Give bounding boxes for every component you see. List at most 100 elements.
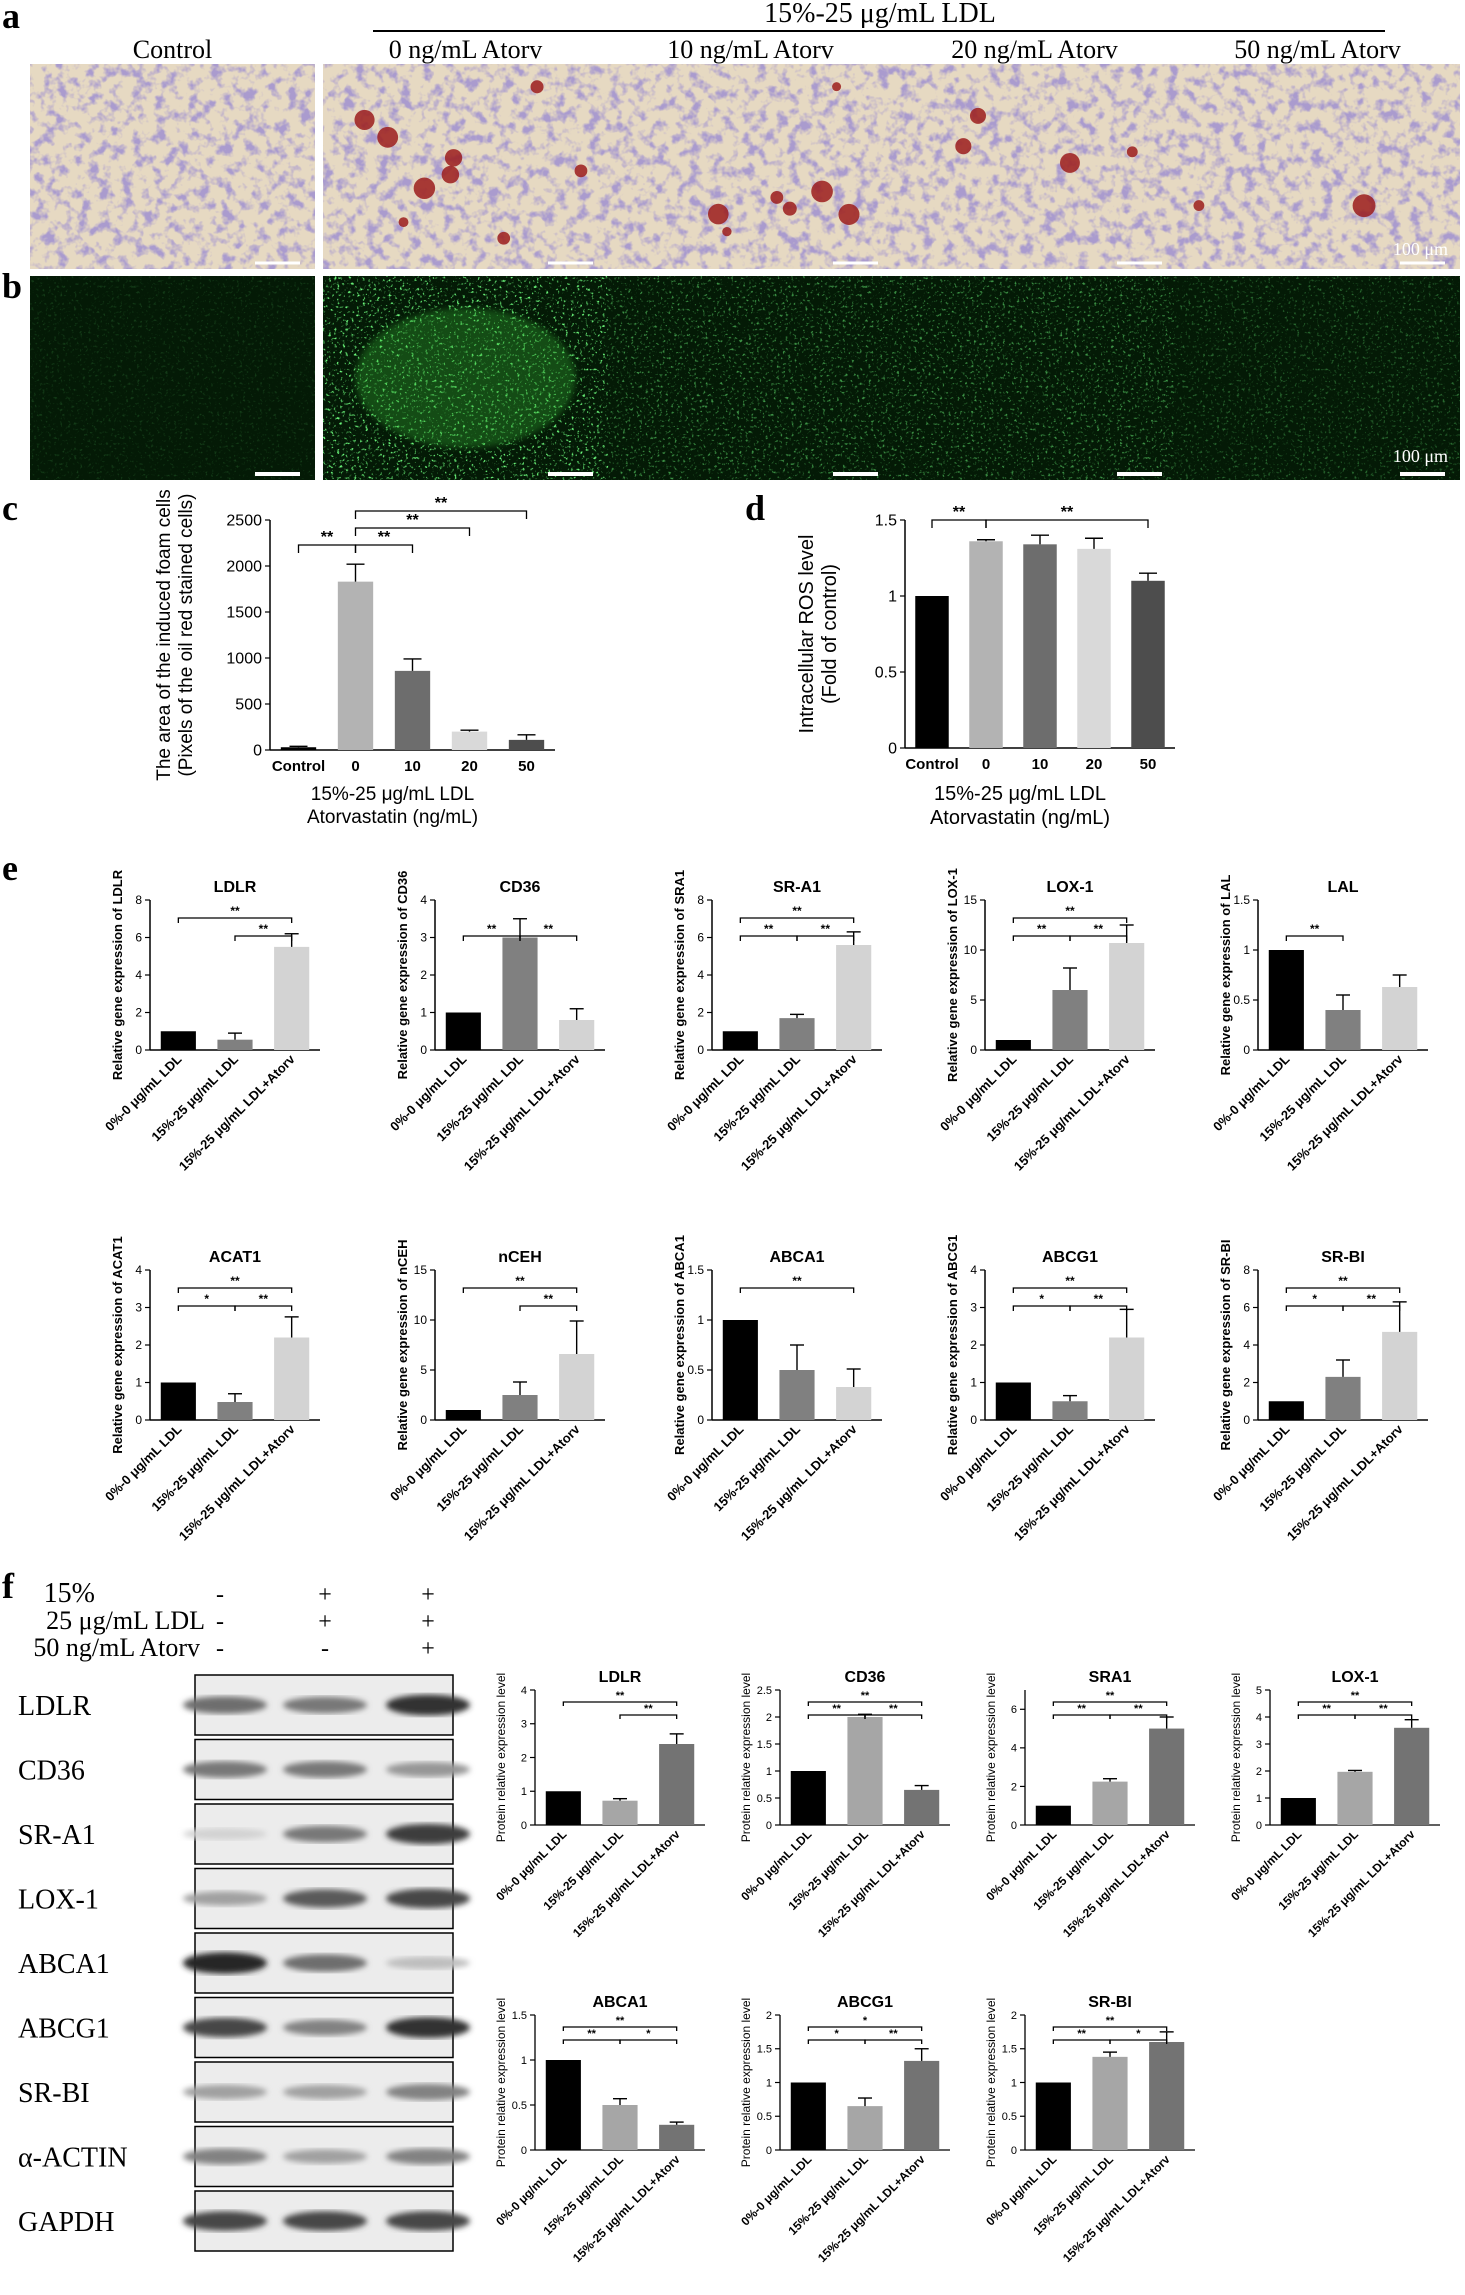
category-label: 15%-25 μg/mL LDL+Atorv	[176, 1421, 299, 1544]
y-tick-label: 1	[1011, 2077, 1017, 2089]
bar-10	[1023, 544, 1057, 748]
chart-foam-cell-area: 0 500 1000 1500 2000 2500 Control 0 10 20 50 ** ** **…	[154, 489, 555, 828]
significance-label: **	[1077, 2028, 1086, 2040]
y-tick-label: 2	[521, 1752, 527, 1764]
blot-band	[283, 2211, 367, 2231]
bar-15-25-g-ml-ldl-atorv	[274, 946, 310, 1050]
y-tick-label: 4	[521, 1685, 527, 1697]
panel-label-c: c	[2, 488, 18, 528]
y-tick-label: 0.5	[875, 665, 897, 682]
y-tick-label: 2	[135, 1006, 142, 1020]
bar-15-25-g-ml-ldl-atorv	[1394, 1727, 1430, 1825]
blot-band	[283, 1696, 367, 1714]
y-tick-label: 2	[697, 1006, 704, 1020]
bar-15-25-g-ml-ldl-atorv	[904, 2060, 940, 2150]
blot-band	[183, 1891, 267, 1906]
chart-title: LOX-1	[1331, 1669, 1378, 1686]
y-tick-label: 1	[1256, 1793, 1262, 1805]
y-tick-label: 6	[1011, 1704, 1017, 1716]
blot-row-label: α-ACTIN	[18, 2143, 128, 2174]
significance-bracket: **	[931, 504, 987, 528]
significance-label: **	[792, 1274, 802, 1288]
y-tick-label: 1.5	[875, 513, 897, 530]
bar-15-25-g-ml-ldl-atorv	[1382, 987, 1418, 1050]
bar-0-0-g-ml-ldl	[445, 1410, 481, 1420]
significance-bracket: **	[1297, 1703, 1356, 1719]
y-tick-label: 2	[1011, 1781, 1017, 1793]
y-tick-label: 4	[1256, 1712, 1262, 1724]
significance-label: **	[587, 2028, 596, 2040]
x-axis-label: Atorvastatin (ng/mL)	[307, 807, 478, 828]
chart-title: SR-BI	[1088, 1994, 1132, 2011]
y-axis-label: Protein relative expression level	[984, 1673, 998, 1842]
category-label: 15%-25 μg/mL LDL+Atorv	[570, 2152, 683, 2265]
condition-mark: -	[321, 1636, 329, 1662]
chart-title: ABCA1	[769, 1249, 824, 1266]
y-tick-label: 15	[414, 1263, 428, 1277]
significance-label: *	[863, 2015, 868, 2027]
y-axis-label: Protein relative expression level	[984, 1998, 998, 2167]
blot-row-label: ABCG1	[18, 2014, 110, 2045]
y-tick-label: 3	[135, 1301, 142, 1315]
significance-bracket: **	[354, 512, 471, 536]
category-label: 15%-25 μg/mL LDL+Atorv	[1011, 1421, 1134, 1544]
blot-row-sr-a1: SR-A1	[18, 1803, 470, 1865]
significance-bracket: **	[807, 1703, 866, 1719]
category-label: 15%-25 μg/mL LDL+Atorv	[1284, 1421, 1407, 1544]
y-tick-label: 1	[521, 1786, 527, 1798]
significance-label: *	[1039, 1292, 1044, 1306]
bar-15-25-g-ml-ldl-atorv	[836, 1387, 872, 1420]
chart-title: SR-A1	[773, 879, 821, 896]
significance-label: **	[1367, 1292, 1377, 1306]
bar-15-25-g-ml-ldl	[1337, 1771, 1373, 1825]
bar-20	[451, 731, 488, 750]
y-tick-label: 8	[1243, 1263, 1250, 1277]
significance-label: **	[861, 1690, 870, 1702]
bar-50	[508, 739, 545, 750]
bar-15-25-g-ml-ldl-atorv	[1109, 943, 1145, 1050]
significance-bracket: *	[1012, 1292, 1071, 1311]
bar-0-0-g-ml-ldl	[995, 1040, 1031, 1050]
y-tick-label: 1.5	[1233, 893, 1250, 907]
y-tick-label: 1	[766, 1766, 772, 1778]
significance-bracket: **	[1285, 1274, 1401, 1293]
significance-bracket: *	[807, 2015, 923, 2031]
bar-control	[280, 747, 317, 750]
significance-label: *	[835, 2028, 840, 2040]
significance-label: *	[1136, 2028, 1141, 2040]
y-tick-label: 0	[766, 1820, 772, 1832]
chart-title: nCEH	[498, 1249, 542, 1266]
significance-label: **	[435, 495, 448, 512]
chart-title: ABCA1	[592, 1994, 647, 2011]
significance-bracket: **	[1354, 1703, 1413, 1719]
blot-row-label: LDLR	[18, 1691, 91, 1722]
y-tick-label: 2000	[226, 559, 262, 576]
significance-bracket: **	[985, 504, 1149, 528]
bar-15-25-g-ml-ldl	[1325, 1010, 1361, 1050]
y-axis-label: Relative gene expression of SR-BI	[1218, 1240, 1233, 1451]
oil-red-image-0-ng-ml-atorv	[323, 64, 608, 269]
significance-label: **	[544, 1292, 554, 1306]
significance-bracket: **	[234, 922, 293, 941]
chart-title: ABCG1	[837, 1994, 893, 2011]
blot-band	[386, 2211, 470, 2231]
panel-label-e: e	[2, 848, 18, 888]
y-tick-label: 0	[697, 1413, 704, 1427]
significance-label: **	[616, 2015, 625, 2027]
bar-0-0-g-ml-ldl	[1035, 1805, 1071, 1825]
y-tick-label: 3	[1256, 1739, 1262, 1751]
significance-bracket: *	[619, 2028, 678, 2044]
category-label: 20	[1086, 756, 1103, 773]
y-tick-label: 0	[888, 741, 897, 758]
significance-label: **	[953, 504, 966, 521]
significance-bracket: *	[177, 1292, 236, 1311]
bar-15-25-g-ml-ldl	[1092, 1781, 1128, 1825]
blot-band	[283, 1889, 367, 1908]
significance-bracket: **	[177, 904, 293, 923]
y-tick-label: 4	[697, 968, 704, 982]
bar-15-25-g-ml-ldl	[1092, 2056, 1128, 2150]
y-tick-label: 2	[766, 2010, 772, 2022]
